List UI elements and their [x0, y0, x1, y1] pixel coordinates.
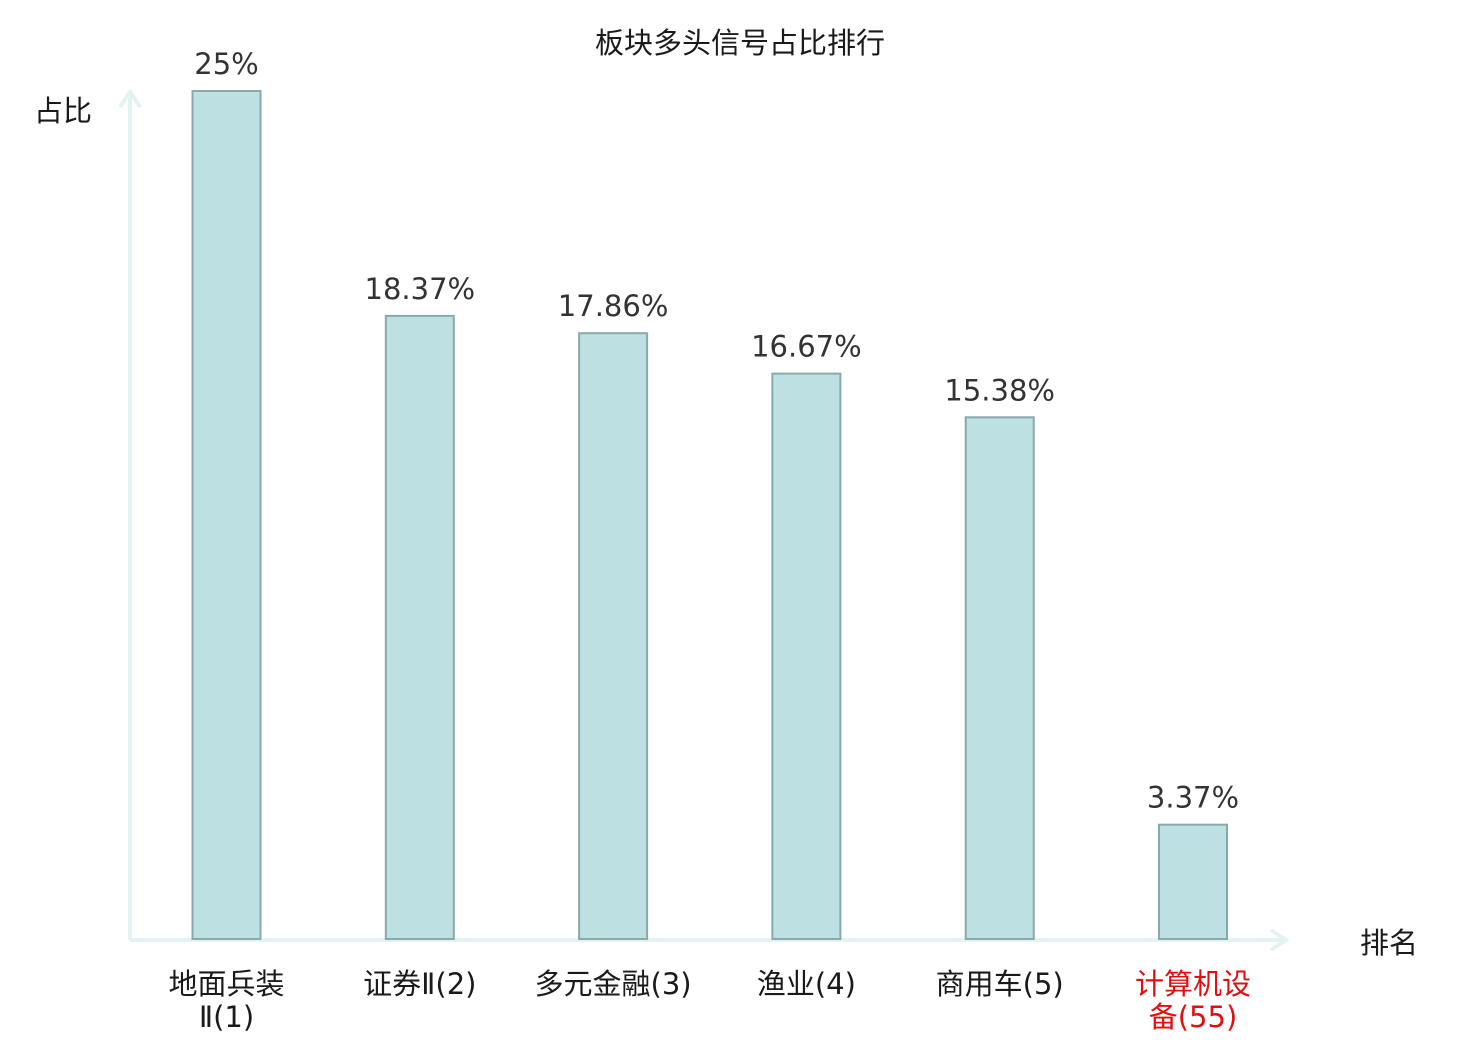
data-label: 17.86% — [558, 289, 669, 323]
data-label: 25% — [194, 47, 258, 81]
bar — [191, 90, 262, 940]
y-axis-arrow — [118, 88, 142, 109]
bar — [964, 416, 1035, 940]
bar — [1158, 823, 1228, 941]
x-tick-label: 渔业(4) — [757, 967, 856, 1001]
axes — [118, 88, 1290, 952]
bar — [384, 314, 455, 940]
bars-group — [191, 90, 1228, 941]
bar — [771, 372, 842, 941]
data-label: 18.37% — [365, 272, 476, 306]
y-axis-label: 占比 — [34, 94, 92, 128]
x-tick-label: 多元金融(3) — [535, 967, 692, 1001]
bar — [578, 332, 649, 940]
chart-title: 板块多头信号占比排行 — [595, 26, 885, 60]
x-axis-label: 排名 — [1360, 926, 1418, 960]
x-axis-arrow — [1269, 928, 1290, 952]
x-tick-label: 备(55) — [1149, 1000, 1238, 1034]
data-label: 15.38% — [944, 373, 1055, 407]
data-label: 16.67% — [751, 330, 862, 364]
x-tick-label: 商用车(5) — [936, 967, 1064, 1001]
x-tick-label: 地面兵装 — [168, 967, 284, 1001]
data-label: 3.37% — [1147, 781, 1239, 815]
x-tick-label: 计算机设 — [1135, 967, 1251, 1001]
x-tick-label: Ⅱ(1) — [199, 1000, 254, 1034]
value-labels-group: 25% 18.37% 17.86% 16.67% 15.38% 3.37% — [194, 47, 1239, 815]
x-tick-label: 证券Ⅱ(2) — [363, 967, 476, 1001]
